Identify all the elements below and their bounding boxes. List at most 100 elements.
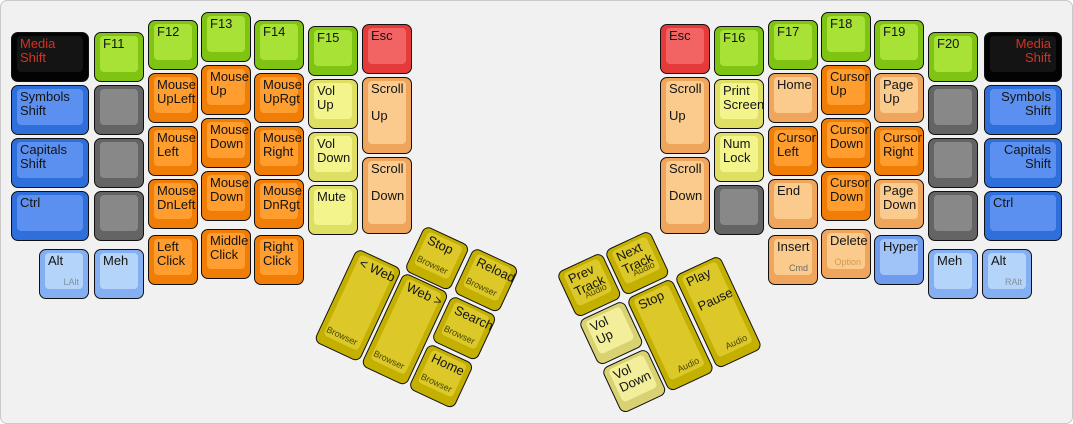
key-cursor-right[interactable]: Cursor Right: [874, 126, 924, 176]
key-f12[interactable]: F12: [148, 20, 198, 70]
key-mouse-upleft[interactable]: Mouse UpLeft: [148, 73, 198, 123]
key-label: Capitals Shift: [1004, 143, 1051, 171]
key-label-line: Mouse: [210, 69, 250, 84]
key-end-key[interactable]: End: [768, 179, 818, 229]
key-f18[interactable]: F18: [821, 12, 871, 62]
key-media-shift-left[interactable]: Media Shift: [11, 32, 89, 82]
keycap-face: Cursor Down: [827, 122, 869, 158]
key-label-line: F15: [317, 30, 340, 45]
key-label: Mouse Down: [210, 123, 249, 151]
key-label: Meh: [937, 254, 962, 268]
key-label-line: Symbols: [20, 89, 70, 104]
key-label-line: Shift: [1024, 156, 1051, 171]
key-mouse-down-lower[interactable]: Mouse Down: [201, 171, 251, 221]
key-label-line: Esc: [669, 28, 691, 43]
key-mouse-down-upper[interactable]: Mouse Down: [201, 118, 251, 168]
key-cursor-down-upper[interactable]: Cursor Down: [821, 118, 871, 168]
key-label: Media Shift: [20, 37, 55, 65]
key-mute[interactable]: Mute: [308, 185, 358, 235]
key-f16[interactable]: F16: [714, 26, 764, 76]
key-label-line: Home: [777, 77, 812, 92]
key-scroll-down-right[interactable]: Scroll Down: [660, 157, 710, 234]
key-scroll-down-left[interactable]: Scroll Down: [362, 157, 412, 234]
key-left-click[interactable]: Left Click: [148, 235, 198, 285]
key-scroll-up-left[interactable]: Scroll Up: [362, 77, 412, 154]
key-page-down[interactable]: Page Down: [874, 179, 924, 229]
key-blank-left-2[interactable]: [94, 138, 144, 188]
keycap-face: Media Shift: [990, 36, 1056, 72]
key-label: Alt: [48, 254, 63, 268]
key-cursor-up[interactable]: Cursor Up: [821, 65, 871, 115]
key-alt-right[interactable]: Alt RAlt: [982, 249, 1032, 299]
key-symbols-shift-right[interactable]: Symbols Shift: [984, 85, 1062, 135]
key-f13[interactable]: F13: [201, 12, 251, 62]
keycap-face: [934, 142, 972, 178]
keycap-face: [100, 89, 138, 125]
key-label-line: Mouse: [157, 77, 197, 92]
key-cursor-left[interactable]: Cursor Left: [768, 126, 818, 176]
keycap-face: Next Track Audio: [611, 236, 661, 285]
key-f20[interactable]: F20: [928, 32, 978, 82]
key-label: Capitals Shift: [20, 143, 67, 171]
key-f19[interactable]: F19: [874, 20, 924, 70]
key-f14[interactable]: F14: [254, 20, 304, 70]
key-esc-left[interactable]: Esc: [362, 24, 412, 74]
key-scroll-up-right[interactable]: Scroll Up: [660, 77, 710, 154]
key-label-line: Left: [157, 144, 179, 159]
key-alt-left[interactable]: Alt LAlt: [39, 249, 89, 299]
key-label-line: Right: [263, 239, 294, 254]
key-print-screen[interactable]: Print Screen: [714, 79, 764, 129]
key-meh-right[interactable]: Meh: [928, 249, 978, 299]
keycap-face: Scroll Up: [368, 81, 406, 144]
key-insert[interactable]: Insert Cmd: [768, 235, 818, 285]
keycap-face: F13: [207, 16, 245, 52]
key-mouse-dnrgt[interactable]: Mouse DnRgt: [254, 179, 304, 229]
key-label-line: Stop: [635, 287, 667, 313]
key-blank-right-1[interactable]: [928, 85, 978, 135]
key-esc-right[interactable]: Esc: [660, 24, 710, 74]
key-middle-click[interactable]: Middle Click: [201, 229, 251, 279]
key-hyper[interactable]: Hyper: [874, 235, 924, 285]
key-mouse-uprgt[interactable]: Mouse UpRgt: [254, 73, 304, 123]
key-label-line: Alt: [991, 253, 1007, 268]
keycap-face: Scroll Down: [368, 161, 406, 224]
key-capitals-shift-right[interactable]: Capitals Shift: [984, 138, 1062, 188]
key-ctrl-left[interactable]: Ctrl: [11, 191, 89, 241]
key-label-line: Down: [317, 150, 351, 165]
key-meh-left[interactable]: Meh: [94, 249, 144, 299]
key-blank-left-1[interactable]: [94, 85, 144, 135]
keycap-face: F16: [720, 30, 758, 66]
key-mouse-up[interactable]: Mouse Up: [201, 65, 251, 115]
key-label: F19: [883, 25, 905, 39]
key-vol-up-left[interactable]: Vol Up: [308, 79, 358, 129]
keycap-face: Cursor Right: [880, 130, 922, 166]
key-f15[interactable]: F15: [308, 26, 358, 76]
key-page-up[interactable]: Page Up: [874, 73, 924, 123]
keycap-face: Mute: [314, 189, 352, 225]
key-f17[interactable]: F17: [768, 20, 818, 70]
key-label-line: Down: [669, 188, 703, 203]
key-blank-right-4[interactable]: [928, 191, 978, 241]
key-capitals-shift-left[interactable]: Capitals Shift: [11, 138, 89, 188]
key-blank-right-3[interactable]: [714, 185, 764, 235]
key-mouse-dnleft[interactable]: Mouse DnLeft: [148, 179, 198, 229]
key-f11[interactable]: F11: [94, 32, 144, 82]
key-blank-left-3[interactable]: [94, 191, 144, 241]
key-media-shift-right[interactable]: Media Shift: [984, 32, 1062, 82]
key-label-line: Down: [210, 189, 244, 204]
key-blank-right-2[interactable]: [928, 138, 978, 188]
key-home-key[interactable]: Home: [768, 73, 818, 123]
key-cursor-down-lower[interactable]: Cursor Down: [821, 171, 871, 221]
key-right-click[interactable]: Right Click: [254, 235, 304, 285]
key-label-line: Alt: [48, 253, 64, 268]
key-label-line: F17: [777, 24, 800, 39]
key-num-lock[interactable]: Num Lock: [714, 132, 764, 182]
key-label: Stop: [425, 232, 456, 257]
key-vol-down-left[interactable]: Vol Down: [308, 132, 358, 182]
key-delete[interactable]: Delete Option: [821, 229, 871, 279]
key-label-line: Lock: [723, 150, 751, 165]
key-mouse-left[interactable]: Mouse Left: [148, 126, 198, 176]
key-ctrl-right[interactable]: Ctrl: [984, 191, 1062, 241]
key-symbols-shift-left[interactable]: Symbols Shift: [11, 85, 89, 135]
key-mouse-right[interactable]: Mouse Right: [254, 126, 304, 176]
